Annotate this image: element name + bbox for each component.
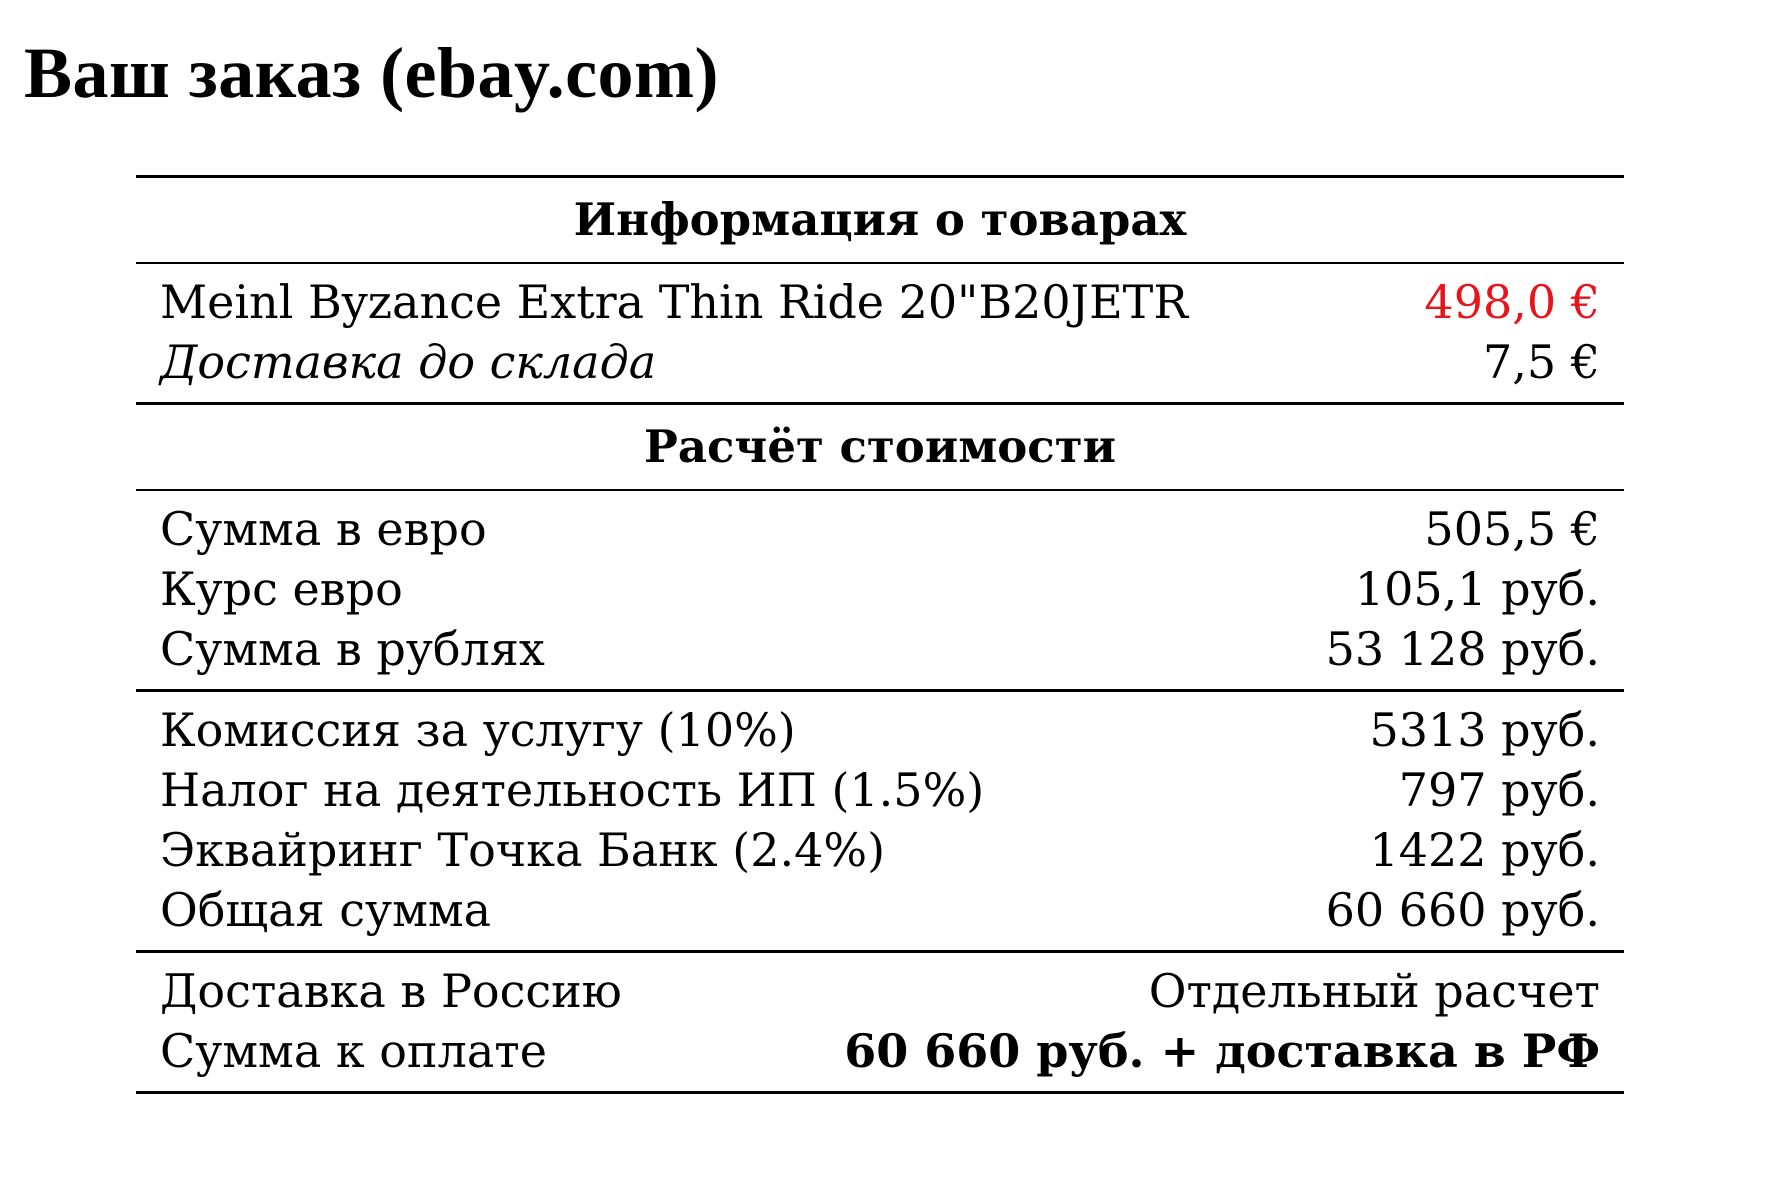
- calculation-header-rule: [136, 489, 1624, 491]
- conversion-group: Сумма в евро 505,5 € Курс евро 105,1 руб…: [136, 491, 1624, 689]
- payment-group: Доставка в Россию Отдельный расчет Сумма…: [136, 953, 1624, 1091]
- total-row: Общая сумма 60 660 руб.: [160, 880, 1600, 940]
- products-section-header: Информация о товарах: [573, 193, 1187, 246]
- rate-value: 105,1 руб.: [1354, 562, 1600, 616]
- payable-value: 60 660 руб. + доставка в РФ: [844, 1024, 1600, 1078]
- sum-rub-value: 53 128 руб.: [1325, 622, 1600, 676]
- product-name: Meinl Byzance Extra Thin Ride 20"B20JETR: [160, 275, 1188, 329]
- tax-value: 797 руб.: [1398, 763, 1600, 817]
- conversion-bottom-rule: [136, 689, 1624, 692]
- products-group: Meinl Byzance Extra Thin Ride 20"B20JETR…: [136, 264, 1624, 402]
- rate-label: Курс евро: [160, 562, 403, 616]
- page-title: Ваш заказ (ebay.com): [24, 33, 719, 113]
- rate-row: Курс евро 105,1 руб.: [160, 559, 1600, 619]
- table-top-rule: [136, 175, 1624, 178]
- delivery-russia-row: Доставка в Россию Отдельный расчет: [160, 961, 1600, 1021]
- acquiring-label: Эквайринг Точка Банк (2.4%): [160, 823, 886, 877]
- sum-eur-value: 505,5 €: [1424, 502, 1600, 556]
- calculation-section-header: Расчёт стоимости: [644, 420, 1116, 473]
- delivery-russia-value: Отдельный расчет: [1148, 964, 1600, 1018]
- payable-label: Сумма к оплате: [160, 1024, 547, 1078]
- warehouse-shipping-row: Доставка до склада 7,5 €: [160, 332, 1600, 392]
- fees-bottom-rule: [136, 950, 1624, 953]
- product-price: 498,0 €: [1424, 275, 1600, 329]
- products-bottom-rule: [136, 402, 1624, 405]
- warehouse-shipping-value: 7,5 €: [1482, 335, 1600, 389]
- order-summary-table: Информация о товарах Meinl Byzance Extra…: [136, 175, 1624, 1094]
- tax-label: Налог на деятельность ИП (1.5%): [160, 763, 985, 817]
- total-value: 60 660 руб.: [1325, 883, 1600, 937]
- payable-row: Сумма к оплате 60 660 руб. + доставка в …: [160, 1021, 1600, 1081]
- warehouse-shipping-label: Доставка до склада: [160, 335, 657, 389]
- total-label: Общая сумма: [160, 883, 492, 937]
- acquiring-row: Эквайринг Точка Банк (2.4%) 1422 руб.: [160, 820, 1600, 880]
- sum-eur-row: Сумма в евро 505,5 €: [160, 499, 1600, 559]
- products-header-rule: [136, 262, 1624, 264]
- product-row: Meinl Byzance Extra Thin Ride 20"B20JETR…: [160, 272, 1600, 332]
- table-bottom-rule: [136, 1091, 1624, 1094]
- commission-row: Комиссия за услугу (10%) 5313 руб.: [160, 700, 1600, 760]
- sum-eur-label: Сумма в евро: [160, 502, 487, 556]
- delivery-russia-label: Доставка в Россию: [160, 964, 622, 1018]
- fees-group: Комиссия за услугу (10%) 5313 руб. Налог…: [136, 692, 1624, 950]
- commission-value: 5313 руб.: [1369, 703, 1600, 757]
- tax-row: Налог на деятельность ИП (1.5%) 797 руб.: [160, 760, 1600, 820]
- sum-rub-label: Сумма в рублях: [160, 622, 545, 676]
- sum-rub-row: Сумма в рублях 53 128 руб.: [160, 619, 1600, 679]
- commission-label: Комиссия за услугу (10%): [160, 703, 796, 757]
- acquiring-value: 1422 руб.: [1369, 823, 1600, 877]
